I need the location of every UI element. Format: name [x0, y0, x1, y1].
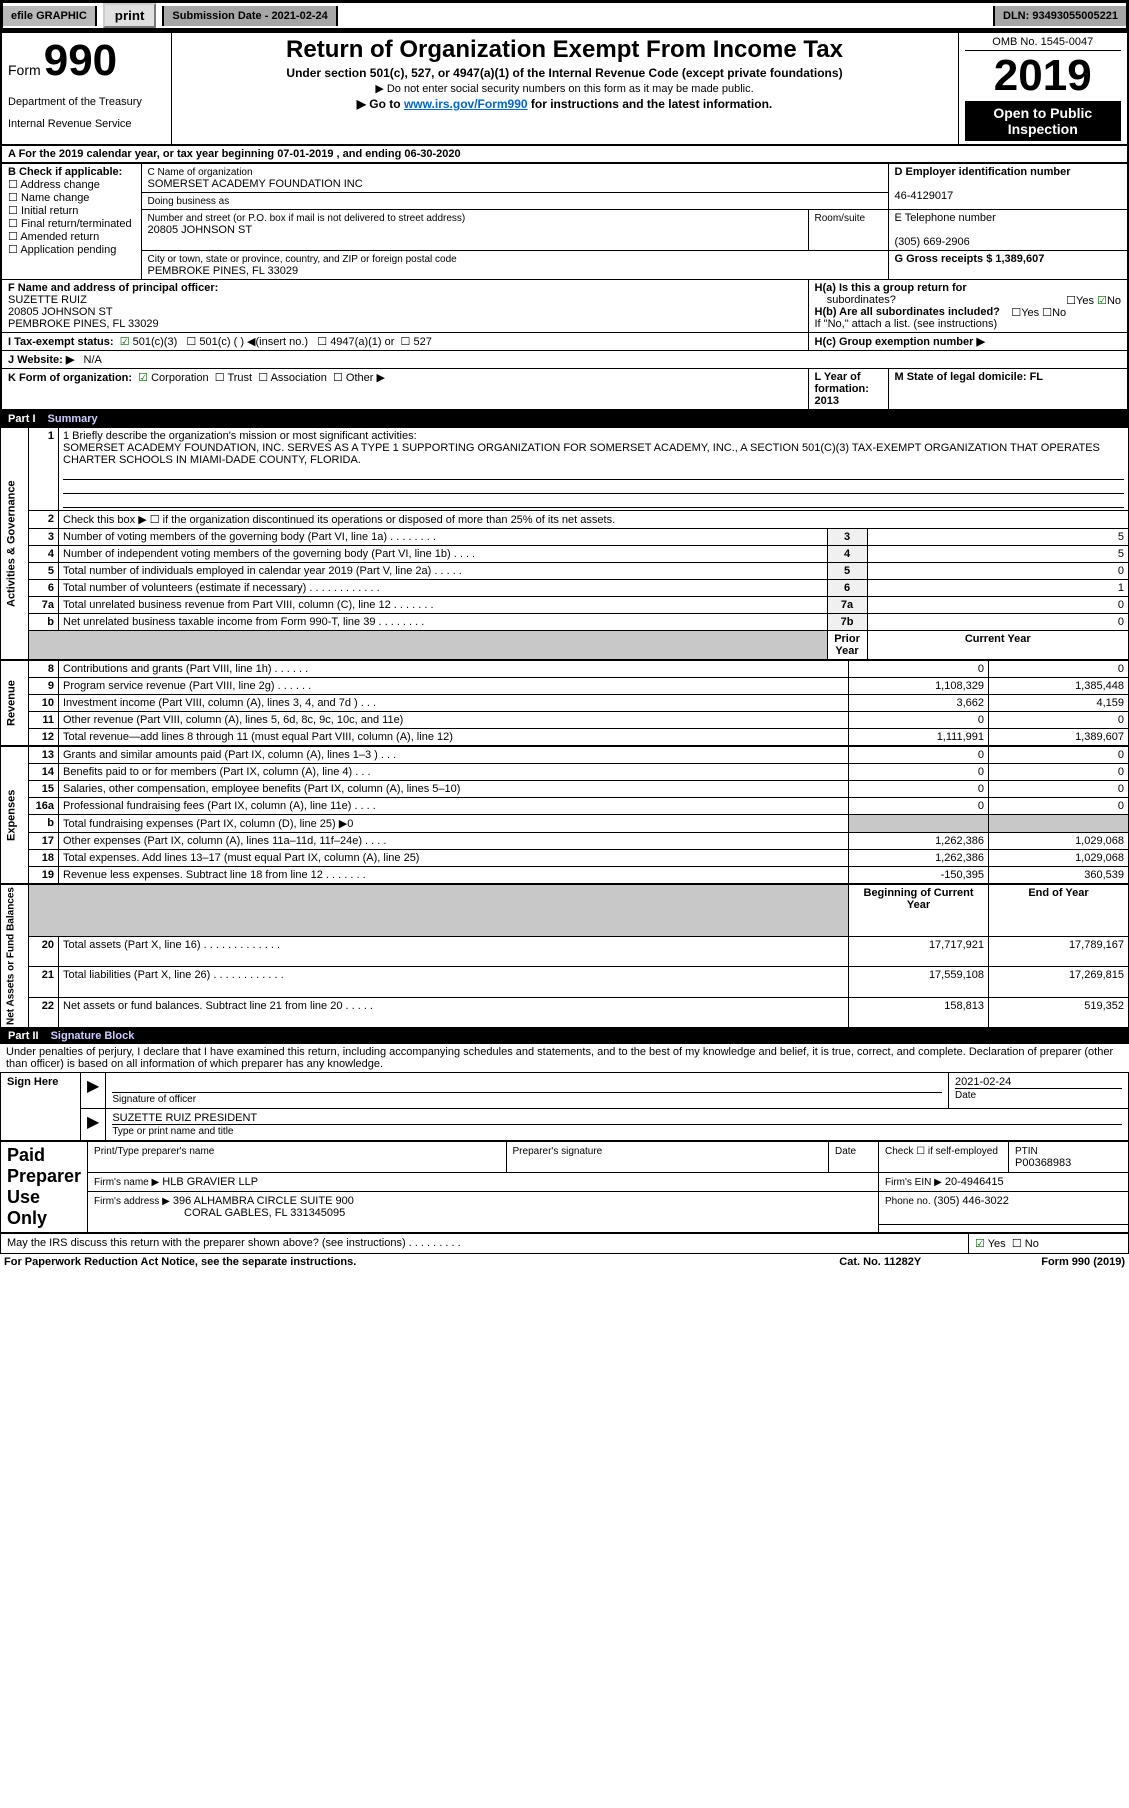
firm-addr2: CORAL GABLES, FL 331345095 — [184, 1207, 345, 1219]
e-value: (305) 669-2906 — [895, 236, 970, 248]
line2: Check this box ▶ ☐ if the organization d… — [59, 511, 1129, 529]
f-city: PEMBROKE PINES, FL 33029 — [8, 318, 159, 330]
firm-ein: 20-4946415 — [945, 1176, 1004, 1188]
part1-header: Part ISummary — [0, 411, 1129, 427]
check-initial: Initial return — [21, 205, 78, 217]
j-label: J Website: ▶ — [8, 354, 74, 366]
firm-addr1: 396 ALHAMBRA CIRCLE SUITE 900 — [173, 1195, 354, 1207]
line3-val: 5 — [867, 529, 1128, 546]
discuss-row: May the IRS discuss this return with the… — [0, 1233, 1129, 1254]
paid-preparer-label: Paid Preparer Use Only — [1, 1142, 88, 1233]
vlabel-expenses: Expenses — [1, 747, 29, 884]
sig-declaration: Under penalties of perjury, I declare th… — [0, 1044, 1129, 1072]
j-value: N/A — [84, 354, 102, 366]
check-amended: Amended return — [20, 231, 99, 243]
arrow-icon: ▶ — [87, 1078, 99, 1095]
expenses-table: Expenses 13Grants and similar amounts pa… — [0, 746, 1129, 884]
dept-treasury: Department of the Treasury — [8, 86, 165, 108]
dln-label: DLN: 93493055005221 — [993, 6, 1126, 26]
irs-url-link[interactable]: www.irs.gov/Form990 — [404, 97, 528, 111]
form-header: Form 990 Department of the Treasury Inte… — [0, 31, 1129, 146]
check-heading: B Check if applicable: — [8, 166, 122, 178]
sign-here-table: Sign Here ▶ Signature of officer 2021-02… — [0, 1072, 1129, 1141]
efile-label: efile GRAPHIC — [3, 6, 97, 26]
footer: For Paperwork Reduction Act Notice, see … — [0, 1254, 1129, 1270]
f-street: 20805 JOHNSON ST — [8, 306, 113, 318]
m-label: M State of legal domicile: FL — [895, 371, 1044, 383]
tax-year: 2019 — [965, 51, 1122, 101]
room-label: Room/suite — [815, 213, 866, 224]
sign-here-label: Sign Here — [1, 1073, 81, 1141]
ein-value: 46-4129017 — [895, 190, 954, 202]
mission-q: 1 Briefly describe the organization's mi… — [63, 430, 417, 442]
i-label: I Tax-exempt status: — [8, 336, 114, 348]
f-label: F Name and address of principal officer: — [8, 282, 218, 294]
check-name: Name change — [21, 192, 90, 204]
l-label: L Year of formation: 2013 — [815, 371, 869, 407]
hc-label: H(c) Group exemption number ▶ — [815, 336, 985, 348]
city-value: PEMBROKE PINES, FL 33029 — [148, 265, 299, 277]
street-label: Number and street (or P.O. box if mail i… — [148, 213, 466, 224]
footer-right: Form 990 (2019) — [1041, 1256, 1125, 1268]
hb-note: If "No," attach a list. (see instruction… — [815, 318, 998, 330]
street-value: 20805 JOHNSON ST — [148, 224, 253, 236]
print-button[interactable]: print — [103, 3, 157, 28]
info-block: B Check if applicable: ☐ Address change … — [0, 162, 1129, 411]
form-title: Return of Organization Exempt From Incom… — [178, 36, 952, 64]
top-bar: efile GRAPHIC print Submission Date - 20… — [0, 0, 1129, 31]
open-public: Open to PublicInspection — [965, 101, 1122, 141]
ptin001: P00368983 — [1015, 1157, 1071, 1169]
revenue-table: Revenue 8Contributions and grants (Part … — [0, 660, 1129, 746]
d-label: D Employer identification number — [895, 166, 1071, 178]
arrow-icon: ▶ — [87, 1114, 99, 1131]
dba-label: Doing business as — [148, 196, 230, 207]
vlabel-activities: Activities & Governance — [1, 428, 29, 660]
paid-preparer-table: Paid Preparer Use Only Print/Type prepar… — [0, 1141, 1129, 1233]
ha-label: H(a) Is this a group return for — [815, 282, 967, 294]
officer-name: SUZETTE RUIZ PRESIDENT — [112, 1112, 257, 1124]
f-name: SUZETTE RUIZ — [8, 294, 87, 306]
netassets-table: Net Assets or Fund Balances Beginning of… — [0, 884, 1129, 1028]
period-line: A For the 2019 calendar year, or tax yea… — [0, 146, 1129, 162]
check-final: Final return/terminated — [21, 218, 132, 230]
e-label: E Telephone number — [895, 212, 996, 224]
sig-date: 2021-02-24 — [955, 1076, 1011, 1088]
part1-table: Activities & Governance 1 1 Briefly desc… — [0, 427, 1129, 660]
header-sub3: ▶ Go to www.irs.gov/Form990 for instruct… — [178, 97, 952, 111]
city-label: City or town, state or province, country… — [148, 254, 457, 265]
part2-header: Part IISignature Block — [0, 1028, 1129, 1044]
check-addr: Address change — [20, 179, 100, 191]
c-label: C Name of organization — [148, 167, 253, 178]
form-word: Form — [8, 62, 41, 78]
vlabel-revenue: Revenue — [1, 661, 29, 746]
firm-name: HLB GRAVIER LLP — [162, 1176, 258, 1188]
g-label: G Gross receipts $ 1,389,607 — [895, 253, 1045, 265]
dept-irs: Internal Revenue Service — [8, 108, 165, 130]
mission-text: SOMERSET ACADEMY FOUNDATION, INC. SERVES… — [63, 442, 1100, 466]
check-app: Application pending — [20, 244, 116, 256]
form-number: 990 — [44, 36, 117, 85]
k-label: K Form of organization: — [8, 372, 132, 384]
org-name: SOMERSET ACADEMY FOUNDATION INC — [148, 178, 363, 190]
firm-phone: (305) 446-3022 — [934, 1195, 1009, 1207]
header-sub1: Under section 501(c), 527, or 4947(a)(1)… — [178, 66, 952, 80]
vlabel-netassets: Net Assets or Fund Balances — [1, 885, 29, 1028]
footer-mid: Cat. No. 11282Y — [839, 1256, 921, 1268]
submission-date: Submission Date - 2021-02-24 — [162, 6, 337, 26]
header-sub2: ▶ Do not enter social security numbers o… — [178, 82, 952, 95]
omb-number: OMB No. 1545-0047 — [965, 36, 1122, 51]
footer-left: For Paperwork Reduction Act Notice, see … — [4, 1256, 356, 1268]
discuss-q: May the IRS discuss this return with the… — [1, 1234, 969, 1254]
hb-label: H(b) Are all subordinates included? — [815, 306, 1000, 318]
